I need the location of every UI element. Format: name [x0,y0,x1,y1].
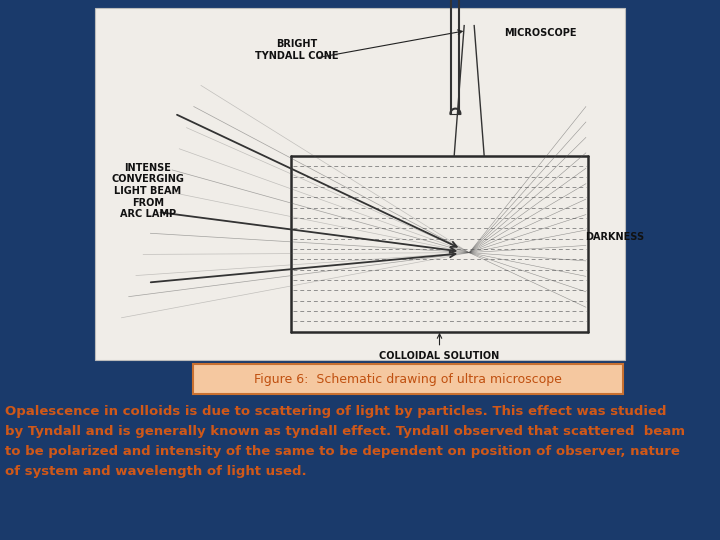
Bar [95,8,625,360]
Text: Opalescence in colloids is due to scattering of light by particles. This effect : Opalescence in colloids is due to scatte… [5,405,667,418]
Text: BRIGHT
TYNDALL CONE: BRIGHT TYNDALL CONE [255,39,338,61]
Text: of system and wavelength of light used.: of system and wavelength of light used. [5,465,307,478]
Text: MICROSCOPE: MICROSCOPE [504,28,577,38]
Text: INTENSE
CONVERGING
LIGHT BEAM
FROM
ARC LAMP: INTENSE CONVERGING LIGHT BEAM FROM ARC L… [112,163,184,219]
Text: by Tyndall and is generally known as tyndall effect. Tyndall observed that scatt: by Tyndall and is generally known as tyn… [5,425,685,438]
Text: to be polarized and intensity of the same to be dependent on position of observe: to be polarized and intensity of the sam… [5,445,680,458]
Text: Figure 6:  Schematic drawing of ultra microscope: Figure 6: Schematic drawing of ultra mic… [254,373,562,386]
Text: COLLOIDAL SOLUTION: COLLOIDAL SOLUTION [379,352,500,361]
Text: DARKNESS: DARKNESS [585,232,644,242]
Bar [193,364,623,394]
